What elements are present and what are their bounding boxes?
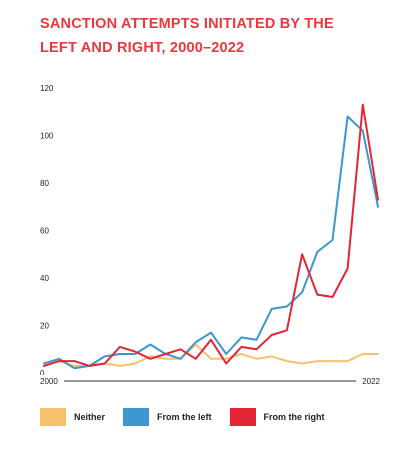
- y-tick-label: 120: [40, 84, 54, 93]
- legend-swatch-from-the-left: [123, 408, 150, 426]
- line-chart: 0 20 40 60 80 100 120 2000 2022: [38, 84, 382, 387]
- y-tick-label: 60: [40, 227, 49, 236]
- legend-label-from-the-right: From the right: [263, 412, 325, 422]
- legend-swatch-neither: [40, 408, 66, 426]
- y-tick-label: 20: [40, 322, 49, 331]
- legend-label-neither: Neither: [74, 412, 106, 422]
- series-lines: [43, 103, 379, 370]
- legend-item-from-the-left: From the left: [123, 408, 212, 426]
- y-tick-label: 0: [40, 369, 45, 378]
- y-axis-ticks: 0 20 40 60 80 100 120: [40, 84, 54, 378]
- legend: Neither From the left From the right: [40, 408, 343, 426]
- x-tick-label: 2022: [362, 377, 380, 386]
- legend-label-from-the-left: From the left: [157, 412, 212, 422]
- y-tick-label: 80: [40, 179, 49, 188]
- series-line-from-the-left: [43, 115, 379, 370]
- x-tick-label-bg: [356, 375, 382, 387]
- legend-item-neither: Neither: [40, 408, 105, 426]
- chart-title: SANCTION ATTEMPTS INITIATED BY THE LEFT …: [40, 16, 334, 56]
- x-tick-label: 2000: [40, 377, 58, 386]
- series-line-from-the-right: [43, 103, 379, 367]
- x-axis-ticks: 2000 2022: [38, 375, 382, 387]
- legend-item-from-the-right: From the right: [229, 408, 325, 426]
- legend-swatch-from-the-right: [229, 408, 256, 426]
- x-tick-label-bg: [38, 375, 64, 387]
- y-tick-label: 100: [40, 132, 54, 141]
- y-tick-label: 40: [40, 274, 49, 283]
